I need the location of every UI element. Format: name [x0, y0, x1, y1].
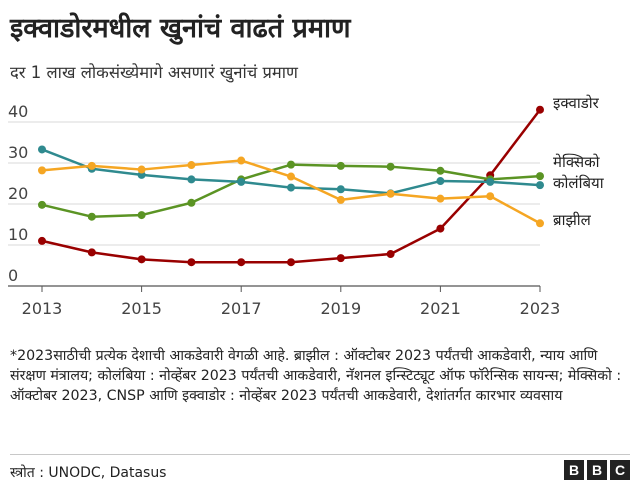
y-tick-label: 10	[8, 225, 28, 244]
line-chart: 0 10 20 30 40 2013 2015 2017 2019 2021 2023 इक्वा…	[8, 94, 605, 318]
bbc-logo: B B C	[564, 460, 630, 480]
data-point	[287, 172, 295, 181]
data-point	[87, 161, 96, 170]
data-point	[336, 161, 345, 170]
data-point	[87, 248, 96, 257]
data-point	[287, 160, 295, 169]
footer-divider	[10, 454, 630, 455]
chart-subtitle: दर 1 लाख लोकसंख्येमागे असणारं खुनांचं प्…	[10, 63, 298, 82]
data-point	[137, 211, 146, 220]
series-label-1: मेक्सिको	[553, 153, 601, 171]
data-point	[38, 200, 46, 209]
data-point	[187, 161, 196, 170]
y-axis-ticks: 0 10 20 30 40	[8, 102, 28, 285]
data-point	[187, 175, 196, 184]
data-point	[336, 185, 345, 194]
data-point	[137, 255, 146, 264]
y-tick-label: 40	[8, 102, 28, 121]
x-tick-label: 2017	[221, 299, 262, 318]
data-point	[536, 219, 544, 228]
grid-lines	[8, 121, 540, 287]
data-point	[38, 145, 46, 154]
x-axis-ticks: 2013 2015 2017 2019 2021 2023	[22, 286, 561, 318]
footnote: *2023साठीची प्रत्येक देशाची आकडेवारी वेग…	[10, 348, 622, 404]
series-line-3	[41, 159, 541, 225]
data-point	[436, 166, 445, 175]
data-point	[386, 250, 395, 259]
data-point	[87, 212, 96, 221]
data-point	[237, 156, 246, 165]
data-point	[536, 105, 544, 114]
x-tick-label: 2023	[520, 299, 561, 318]
bbc-logo-letter-b1: B	[564, 460, 584, 480]
data-point	[187, 258, 196, 267]
data-point	[287, 183, 295, 192]
data-point	[536, 172, 544, 181]
data-point	[386, 162, 395, 171]
data-point	[287, 258, 295, 267]
source-text: स्त्रोत : UNODC, Datasus	[10, 465, 167, 481]
series-label-3: ब्राझील	[553, 211, 592, 229]
x-tick-label: 2021	[420, 299, 461, 318]
y-tick-label: 0	[8, 266, 18, 285]
x-tick-label: 2013	[22, 299, 63, 318]
data-point	[436, 224, 445, 233]
data-point	[436, 177, 445, 186]
data-point	[237, 258, 246, 267]
bbc-logo-letter-c: C	[610, 460, 630, 480]
data-point	[336, 254, 345, 263]
y-tick-label: 20	[8, 184, 28, 203]
data-point	[336, 195, 345, 204]
data-point	[38, 236, 46, 245]
series-label-0: इक्वाडोर	[553, 94, 600, 112]
chart-title: इक्वाडोरमधील खुनांचं वाढतं प्रमाण	[10, 13, 351, 44]
data-point	[436, 194, 445, 203]
x-tick-label: 2015	[121, 299, 162, 318]
data-point	[386, 189, 395, 198]
data-point	[486, 192, 495, 201]
series-label-2: कोलंबिया	[553, 174, 605, 192]
data-point	[38, 166, 46, 175]
data-point	[237, 177, 246, 186]
data-point	[486, 177, 495, 186]
series-lines	[38, 105, 544, 267]
x-tick-label: 2019	[320, 299, 361, 318]
series-labels: इक्वाडोर मेक्सिको कोलंबिया ब्राझील	[553, 94, 605, 229]
bbc-logo-letter-b2: B	[587, 460, 607, 480]
y-tick-label: 30	[8, 143, 28, 162]
data-point	[187, 198, 196, 207]
data-point	[536, 181, 544, 190]
data-point	[137, 165, 146, 174]
